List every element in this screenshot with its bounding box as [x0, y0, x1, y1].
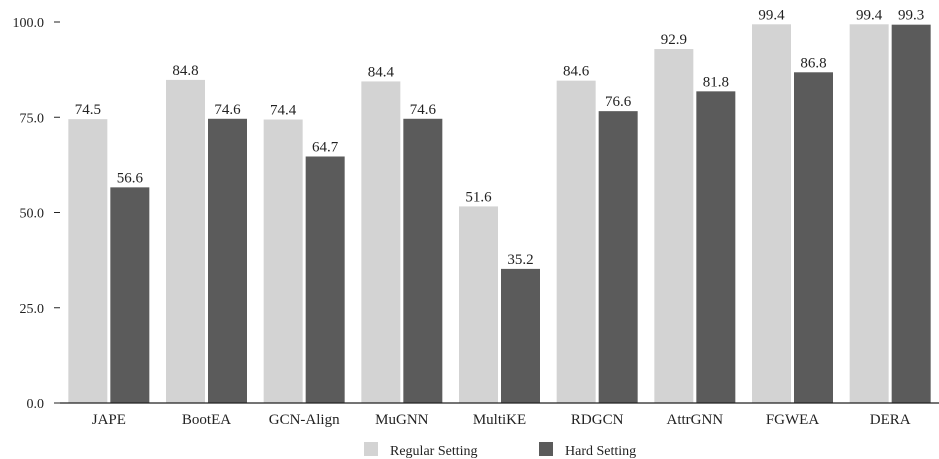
data-label: 84.6: [563, 64, 590, 80]
bar-regular-mugnn: [361, 81, 401, 403]
bar-hard-dera: [891, 24, 931, 404]
x-category-label: JAPE: [92, 412, 126, 428]
bar-hard-attrgnn: [696, 91, 736, 403]
data-label: 99.3: [898, 8, 924, 24]
legend: Regular Setting Hard Setting: [364, 442, 636, 459]
y-tick-label: 50.0: [20, 207, 45, 222]
bar-hard-gcn-align: [305, 156, 345, 403]
bar-regular-gcn-align: [263, 119, 303, 403]
data-label: 76.6: [605, 94, 632, 110]
bar-regular-bootea: [166, 79, 205, 404]
data-label: 56.6: [117, 170, 144, 186]
data-label: 74.6: [214, 102, 241, 118]
y-tick-label: 75.0: [20, 111, 45, 126]
bar-hard-bootea: [208, 118, 247, 404]
legend-swatch-regular: [364, 442, 378, 456]
bar-regular-multike: [459, 206, 498, 403]
bar-regular-jape: [68, 119, 108, 403]
x-category-label: RDGCN: [571, 412, 624, 428]
x-category-label: GCN-Align: [269, 412, 340, 428]
bar-regular-fgwea: [752, 24, 791, 403]
legend-label-regular: Regular Setting: [390, 444, 478, 459]
data-label: 81.8: [703, 74, 729, 90]
y-tick-label: 100.0: [13, 16, 45, 31]
x-category-label: BootEA: [182, 412, 231, 428]
data-label: 84.8: [172, 63, 198, 79]
x-category-label: AttrGNN: [666, 412, 723, 428]
y-axis: 0.0 25.0 50.0 75.0 100.0: [13, 16, 60, 412]
legend-label-hard: Hard Setting: [565, 444, 636, 459]
data-label: 84.4: [368, 64, 395, 80]
data-label: 99.4: [856, 7, 883, 23]
data-label: 74.6: [410, 102, 437, 118]
data-label: 35.2: [507, 252, 533, 268]
legend-swatch-hard: [539, 442, 553, 456]
bar-hard-fgwea: [794, 72, 833, 404]
data-label: 99.4: [758, 7, 785, 23]
x-category-label: MuGNN: [375, 412, 429, 428]
data-label: 74.5: [75, 102, 101, 118]
x-axis: JAPE BootEA GCN-Align MuGNN MultiKE RDGCN Attr…: [60, 402, 939, 428]
bar-hard-mugnn: [403, 118, 443, 404]
data-label: 51.6: [465, 189, 492, 205]
bar-hard-multike: [501, 268, 540, 403]
y-tick-label: 25.0: [20, 302, 45, 317]
bar-hard-rdgcn: [598, 111, 638, 404]
bar-regular-rdgcn: [556, 80, 596, 403]
data-label: 86.8: [800, 55, 826, 71]
x-category-label: DERA: [870, 412, 911, 428]
bar-hard-jape: [110, 187, 150, 403]
data-labels: 74.5 56.6 84.8 74.6 74.4 64.7 84.4 74.6 51.6 35.2…: [75, 7, 925, 268]
x-category-label: MultiKE: [473, 412, 526, 428]
y-tick-label: 0.0: [27, 397, 45, 412]
bar-regular-dera: [849, 24, 889, 403]
data-label: 64.7: [312, 139, 339, 155]
x-category-label: FGWEA: [766, 412, 819, 428]
bars: [68, 24, 931, 404]
bar-regular-attrgnn: [654, 49, 694, 404]
data-label: 92.9: [661, 32, 687, 48]
data-label: 74.4: [270, 103, 297, 119]
